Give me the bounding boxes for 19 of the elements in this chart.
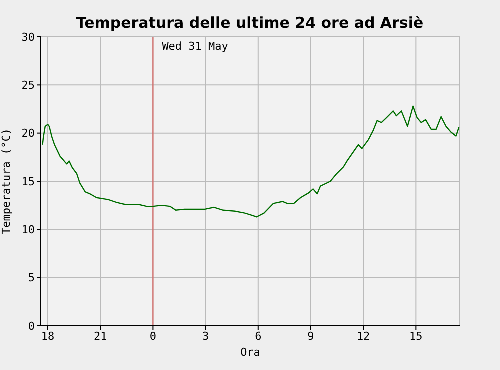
y-tick-label: 30 (22, 30, 35, 44)
x-tick-label: 21 (94, 330, 108, 343)
x-tick-label: 9 (308, 330, 314, 343)
y-tick-label: 10 (22, 224, 35, 237)
x-tick-label: 3 (202, 330, 210, 343)
ref-line-label: Wed 31 May (162, 40, 229, 53)
x-axis-title: Ora (240, 346, 260, 359)
y-axis-title: Temperatura (°C) (0, 128, 13, 234)
x-tick-label: 15 (410, 330, 423, 343)
x-tick-label: 0 (150, 330, 157, 343)
chart-title: Temperatura delle ultime 24 ore ad Arsiè (75, 14, 425, 32)
y-tick-label: 25 (22, 79, 35, 92)
y-tick-label: 0 (28, 320, 35, 333)
x-tick-label: 18 (41, 330, 55, 343)
y-tick-label: 20 (22, 127, 35, 140)
x-tick-label: 12 (356, 330, 370, 343)
y-tick-label: 15 (22, 175, 35, 188)
x-tick-label: 6 (255, 330, 262, 343)
y-tick-label: 5 (28, 272, 35, 285)
